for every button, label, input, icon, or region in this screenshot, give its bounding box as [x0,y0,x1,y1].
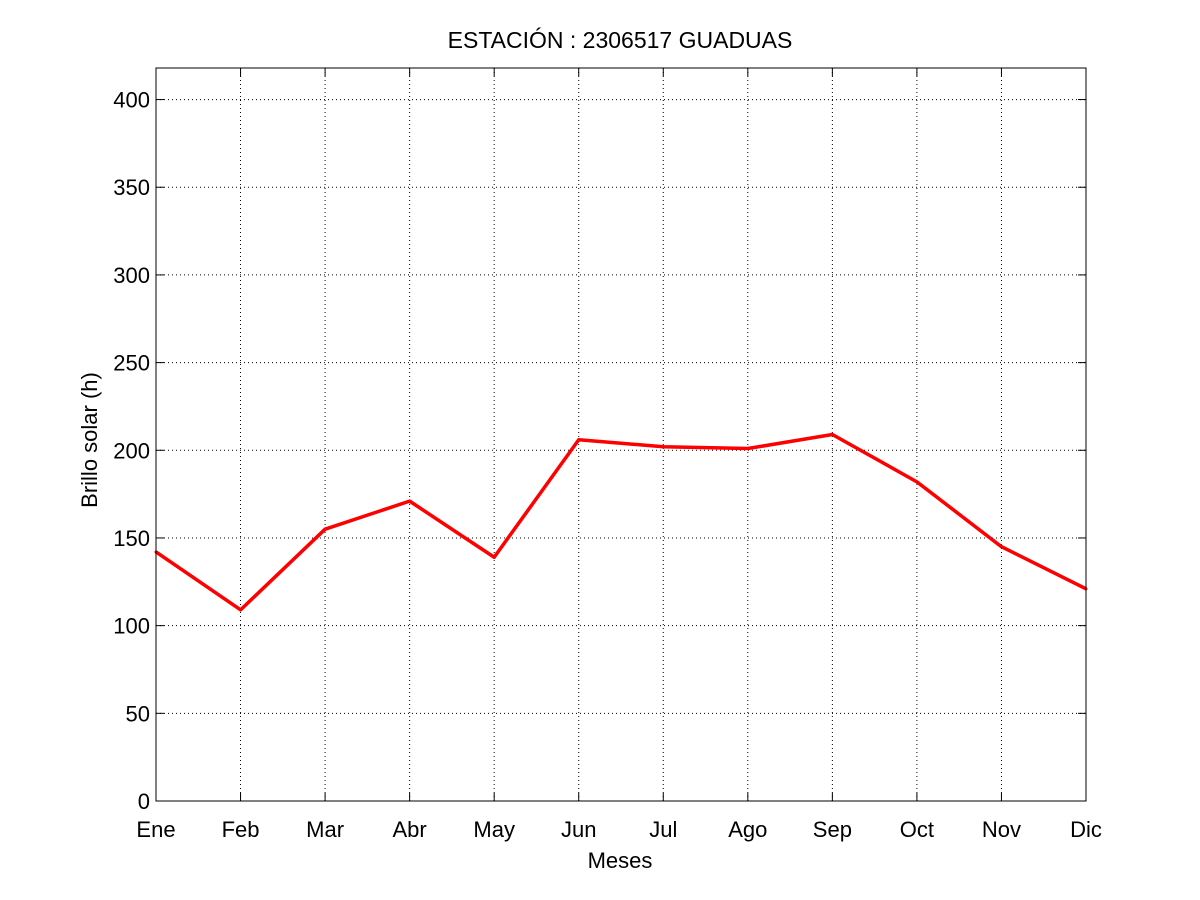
x-tick-label: Ene [136,817,175,842]
y-tick-label: 200 [113,438,150,463]
y-tick-label: 400 [113,88,150,113]
plot-area-frame [155,67,1087,802]
data-point [999,545,1003,549]
data-point [239,608,243,612]
x-tick-label: Mar [306,817,344,842]
x-tick-label: Jul [649,817,677,842]
x-tick-label: May [473,817,515,842]
x-tick-label: Ago [728,817,767,842]
x-tick-label: Oct [900,817,934,842]
data-point [915,480,919,484]
series-line [155,432,1087,612]
y-tick-label: 50 [126,701,150,726]
x-tick-label: Abr [393,817,427,842]
x-axis-label: Meses [588,848,653,873]
y-tick-label: 250 [113,351,150,376]
y-tick-label: 350 [113,175,150,200]
chart-title: ESTACIÓN : 2306517 GUADUAS [448,27,793,53]
y-tick-label: 0 [138,789,150,814]
x-tick-label: Feb [222,817,260,842]
grid [156,68,1086,801]
data-point [830,433,834,436]
data-point [661,445,665,449]
data-point [323,527,327,531]
y-tick-label: 100 [113,614,150,639]
x-tick-label: Dic [1070,817,1102,842]
x-tick-label: Jun [561,817,596,842]
x-tick-label: Nov [982,817,1021,842]
ticks [155,68,1087,802]
data-point [492,555,496,559]
x-tick-labels: Ene Feb Mar Abr May Jun Jul Ago Sep Oct Nov Dic [136,817,1101,842]
y-tick-label: 150 [113,526,150,551]
y-tick-label: 300 [113,263,150,288]
series-layer [154,432,1088,612]
data-point [746,447,750,451]
data-point [408,499,412,503]
x-tick-label: Sep [813,817,852,842]
y-axis-label: Brillo solar (h) [77,372,102,508]
data-point [577,438,581,442]
y-tick-labels: 0 50 100 150 200 250 300 350 400 [113,88,150,814]
